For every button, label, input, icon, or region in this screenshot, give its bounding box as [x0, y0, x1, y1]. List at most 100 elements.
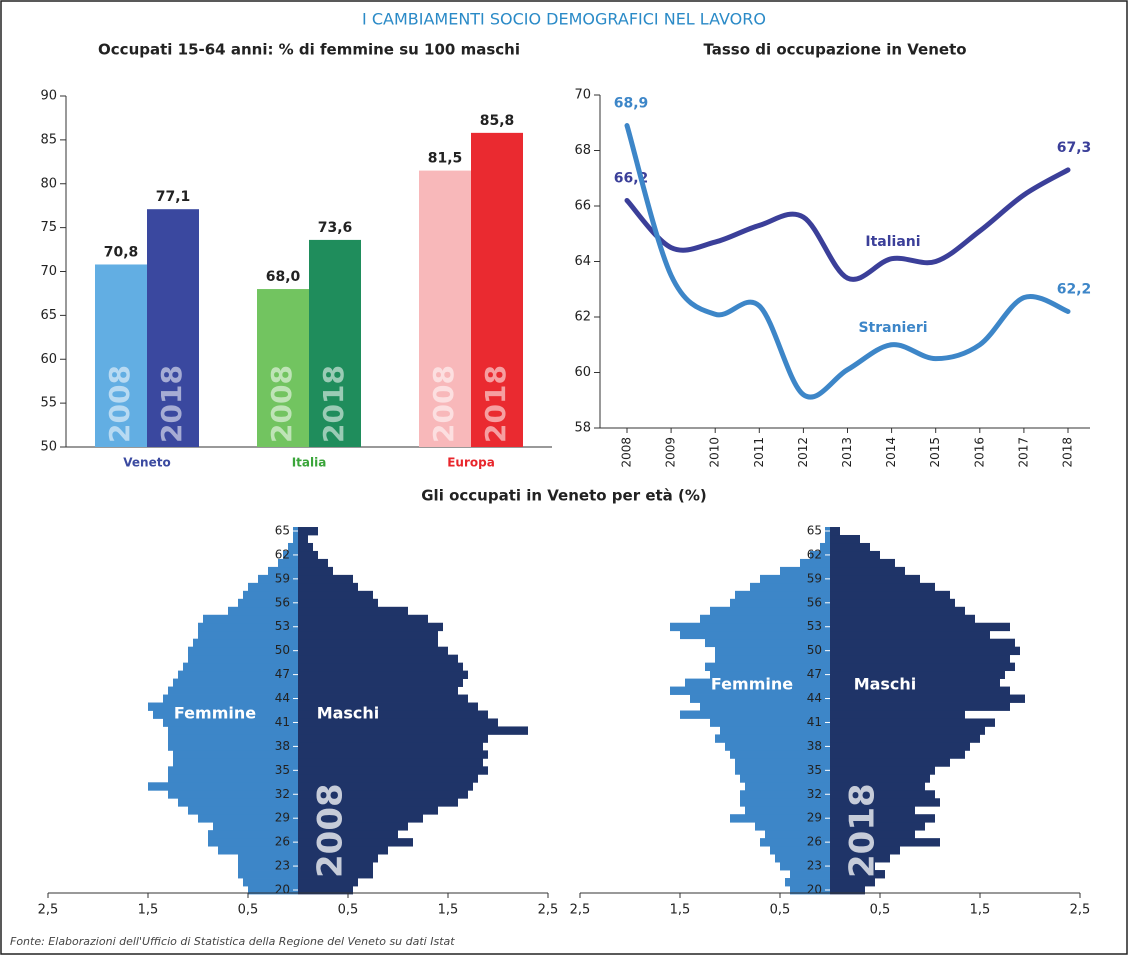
y-tick-label: 90: [40, 89, 57, 104]
age-label: 41: [807, 715, 822, 729]
age-label: 35: [807, 763, 822, 777]
pyramid-bar: [243, 590, 298, 600]
pyramid-bar: [830, 790, 935, 799]
series-label: Femmine: [174, 704, 256, 723]
x-tick-label: 2016: [972, 437, 986, 468]
age-label: 53: [275, 619, 290, 633]
pyramid-bar: [298, 750, 488, 759]
pyramid-bar: [298, 686, 458, 695]
year-label: 2008: [311, 783, 351, 878]
pyramid-bar: [198, 814, 298, 823]
pyramid-bar: [700, 702, 830, 711]
pyramid-bar: [298, 862, 373, 871]
y-tick-label: 60: [574, 365, 591, 380]
age-label: 32: [275, 787, 290, 801]
pyramid-bar: [830, 646, 1020, 656]
pyramid-bar: [710, 670, 830, 679]
pyramid-bar: [740, 790, 830, 799]
pyramid-bar: [298, 790, 468, 799]
x-tick-label: 2014: [884, 437, 898, 468]
pyramid-bar: [740, 798, 830, 807]
pyramid-bar: [298, 718, 498, 727]
pyramid-bar: [228, 606, 298, 616]
line-series: [624, 123, 1071, 400]
pyramid-bar: [700, 614, 830, 624]
bar: [419, 170, 471, 447]
age-label: 41: [275, 715, 290, 729]
age-label: 59: [275, 571, 290, 585]
x-tick-label: 2012: [796, 437, 810, 468]
pyramid-bar: [168, 734, 298, 743]
pyramid-bar: [830, 686, 1010, 695]
x-tick-label: 2008: [620, 437, 634, 468]
pyramid-bar: [178, 670, 298, 679]
pyramid-bar: [298, 742, 483, 751]
pyramid-bar: [298, 670, 468, 679]
pyramid-bar: [830, 638, 1015, 648]
pyramid-bar: [238, 854, 298, 863]
pyramid-bar: [298, 606, 408, 616]
pyramid-bar: [298, 710, 488, 719]
pyramid-bar: [710, 606, 830, 616]
x-tick-label: Italia: [292, 456, 327, 470]
pyramid-bar: [298, 702, 478, 711]
pyramid-bar: [283, 550, 298, 560]
x-tick-label: Europa: [447, 456, 495, 470]
pyramid-bar: [750, 582, 830, 592]
y-tick-label: 64: [574, 254, 591, 269]
pyramid-bar: [198, 630, 298, 640]
pyramid-bar: [830, 870, 885, 879]
pyramid-bar: [288, 542, 298, 552]
bar-series-label: 2018: [479, 365, 512, 443]
pyramid-bar: [298, 622, 443, 632]
pyramid-bar: [830, 702, 1010, 711]
pyramid-bar: [830, 678, 1000, 687]
pyramid-bar: [830, 886, 865, 895]
x-tick-label: Veneto: [123, 456, 170, 470]
x-tick-label: 1,5: [138, 903, 159, 918]
pyramid-bar: [298, 527, 318, 536]
pyramid-bar: [730, 814, 830, 823]
pyramid-bar: [203, 614, 298, 624]
pyramid-bar: [298, 654, 458, 664]
y-tick-label: 70: [40, 264, 57, 279]
x-tick-label: 0,5: [870, 903, 891, 918]
pyramid-bar: [163, 694, 298, 703]
bar-value-label: 85,8: [480, 113, 515, 129]
age-label: 44: [807, 691, 822, 705]
pyramid-bar: [298, 534, 308, 544]
pyramid-bar: [298, 678, 463, 687]
pyramid-bar: [725, 742, 830, 751]
line-series: [624, 167, 1071, 282]
bar-series-label: 2018: [317, 365, 350, 443]
bar: [471, 132, 523, 448]
bar-value-label: 70,8: [104, 244, 139, 260]
pyramid-bar: [830, 798, 940, 807]
y-tick-label: 66: [574, 199, 591, 214]
bar-series-label: 2008: [103, 365, 136, 443]
age-label: 23: [807, 859, 822, 873]
pyramid-bar: [148, 702, 298, 711]
pyramid-bar: [830, 630, 990, 640]
pyramid-bar: [168, 766, 298, 775]
pyramid-bar: [830, 782, 925, 791]
pyramid-bar: [213, 822, 298, 831]
pyramid-bar: [173, 758, 298, 767]
y-tick-label: 75: [40, 220, 57, 235]
age-label: 29: [275, 811, 290, 825]
pyramid-bar: [243, 878, 298, 887]
series-label: Maschi: [317, 704, 380, 723]
pyramid-bar: [173, 750, 298, 759]
pyramid-bar: [298, 854, 378, 863]
age-label: 50: [275, 643, 290, 657]
series-label: Maschi: [854, 675, 917, 694]
pyramid-bar: [298, 598, 378, 608]
age-label: 44: [275, 691, 290, 705]
value-label: 67,3: [1057, 140, 1092, 156]
x-tick-label: 2,5: [538, 903, 559, 918]
value-label: 62,2: [1057, 281, 1092, 297]
pyramid-bar: [830, 598, 955, 608]
pyramid-bar: [670, 686, 830, 695]
